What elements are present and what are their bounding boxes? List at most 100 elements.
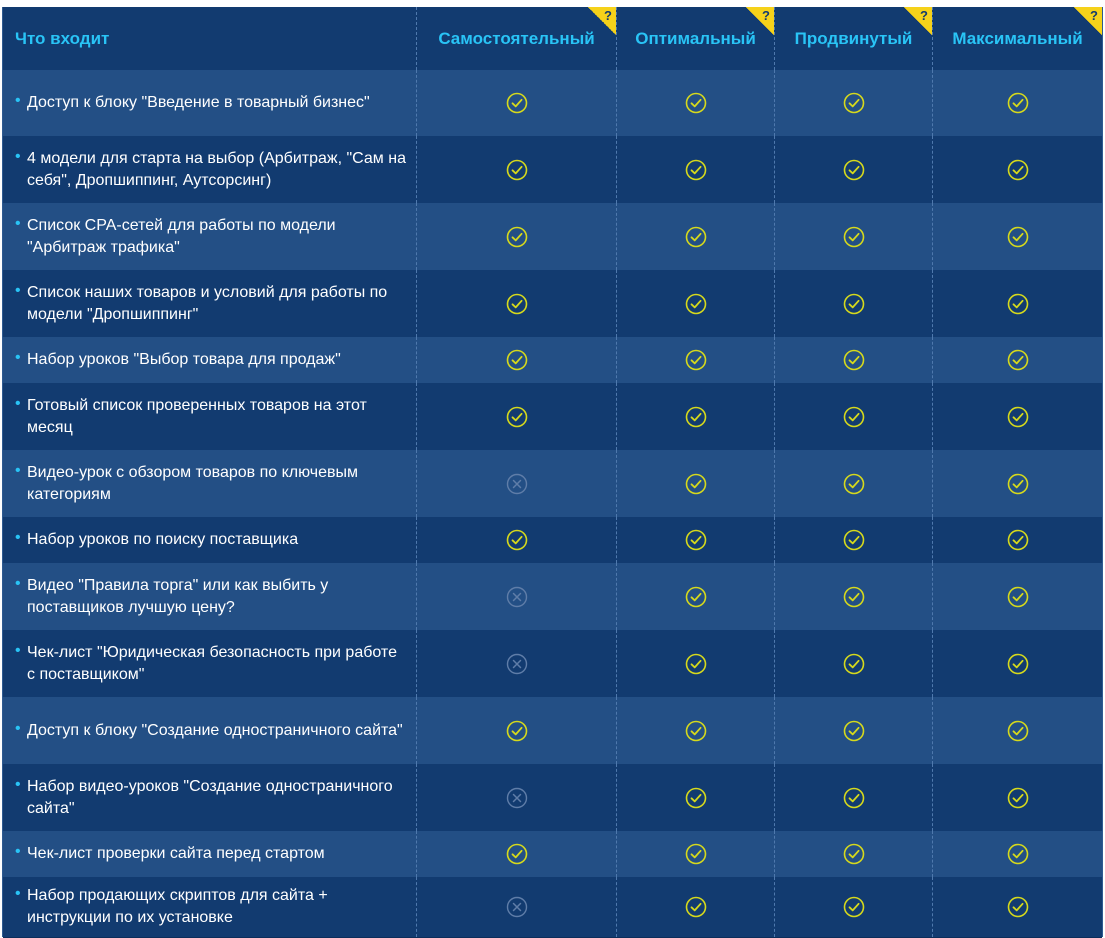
check-icon bbox=[843, 92, 865, 114]
feature-item: • 4 модели для старта на выбор (Арбитраж,… bbox=[15, 148, 416, 192]
check-icon bbox=[1007, 159, 1029, 181]
cross-icon bbox=[506, 787, 528, 809]
header-plan-1: Самостоятельный ? bbox=[417, 7, 617, 70]
plan-cell bbox=[617, 270, 775, 337]
plan-cell bbox=[933, 563, 1102, 630]
plan-cell bbox=[617, 697, 775, 764]
table-row: • Набор видео-уроков "Создание однострани… bbox=[3, 764, 1102, 832]
plan-cell bbox=[775, 831, 933, 877]
check-icon bbox=[843, 406, 865, 428]
check-icon bbox=[843, 586, 865, 608]
table-row: • Доступ к блоку "Создание одностраничног… bbox=[3, 697, 1102, 765]
feature-text: Доступ к блоку "Создание одностраничного… bbox=[27, 721, 403, 739]
check-icon bbox=[1007, 92, 1029, 114]
help-icon[interactable]: ? bbox=[588, 7, 616, 35]
plan-cell bbox=[933, 831, 1102, 877]
plan-cell bbox=[775, 563, 933, 630]
plan-cell bbox=[617, 877, 775, 937]
check-icon bbox=[506, 226, 528, 248]
plan-cell bbox=[417, 383, 617, 450]
feature-text: Набор уроков по поиску поставщика bbox=[27, 531, 299, 548]
feature-text: Видео-урок с обзором товаров по ключевым… bbox=[27, 463, 358, 503]
bullet-icon: • bbox=[15, 775, 21, 793]
feature-cell: • Список наших товаров и условий для рабо… bbox=[3, 270, 417, 337]
check-icon bbox=[843, 293, 865, 315]
check-icon bbox=[685, 653, 707, 675]
table-row: • Доступ к блоку "Введение в товарный биз… bbox=[3, 70, 1102, 137]
plan-cell bbox=[617, 337, 775, 383]
feature-item: • Набор уроков по поиску поставщика bbox=[15, 529, 308, 551]
bullet-icon: • bbox=[15, 147, 21, 165]
plan-cell bbox=[617, 203, 775, 270]
check-icon bbox=[685, 896, 707, 918]
feature-text: Готовый список проверенных товаров на эт… bbox=[27, 396, 367, 436]
feature-item: • Видео "Правила торга" или как выбить у … bbox=[15, 575, 416, 619]
table-header: Что входит Самостоятельный ? Оптимальный… bbox=[3, 7, 1102, 71]
check-icon bbox=[1007, 473, 1029, 495]
check-icon bbox=[843, 529, 865, 551]
check-icon bbox=[843, 843, 865, 865]
plan-cell bbox=[933, 877, 1102, 937]
feature-text: Набор уроков "Выбор товара для продаж" bbox=[27, 351, 341, 368]
check-icon bbox=[685, 787, 707, 809]
check-icon bbox=[506, 159, 528, 181]
plan-cell bbox=[775, 337, 933, 383]
table-row: • 4 модели для старта на выбор (Арбитраж,… bbox=[3, 136, 1102, 204]
plan-name: Самостоятельный bbox=[438, 28, 595, 48]
check-icon bbox=[685, 92, 707, 114]
feature-item: • Список CPA-сетей для работы по модели "… bbox=[15, 215, 416, 259]
table-row: • Список наших товаров и условий для рабо… bbox=[3, 270, 1102, 338]
plan-cell bbox=[417, 203, 617, 270]
feature-item: • Чек-лист "Юридическая безопасность при … bbox=[15, 642, 416, 686]
comparison-table: Что входит Самостоятельный ? Оптимальный… bbox=[2, 7, 1103, 938]
plan-cell bbox=[417, 697, 617, 764]
feature-cell: • 4 модели для старта на выбор (Арбитраж,… bbox=[3, 136, 417, 203]
check-icon bbox=[1007, 653, 1029, 675]
help-icon[interactable]: ? bbox=[904, 7, 932, 35]
plan-cell bbox=[617, 630, 775, 697]
bullet-icon: • bbox=[15, 719, 21, 737]
bullet-icon: • bbox=[15, 641, 21, 659]
table-row: • Набор уроков "Выбор товара для продаж" bbox=[3, 337, 1102, 384]
plan-cell bbox=[933, 517, 1102, 563]
bullet-icon: • bbox=[15, 394, 21, 412]
feature-text: Список CPA-сетей для работы по модели "А… bbox=[27, 216, 336, 256]
help-icon[interactable]: ? bbox=[1074, 7, 1102, 35]
check-icon bbox=[685, 720, 707, 742]
plan-cell bbox=[775, 697, 933, 764]
plan-cell bbox=[775, 136, 933, 203]
feature-text: Чек-лист "Юридическая безопасность при р… bbox=[27, 643, 397, 683]
bullet-icon: • bbox=[15, 461, 21, 479]
bullet-icon: • bbox=[15, 214, 21, 232]
feature-item: • Чек-лист проверки сайта перед стартом bbox=[15, 843, 335, 865]
plan-cell bbox=[933, 383, 1102, 450]
bullet-icon: • bbox=[15, 574, 21, 592]
check-icon bbox=[506, 293, 528, 315]
feature-text: Чек-лист проверки сайта перед стартом bbox=[27, 845, 325, 862]
plan-cell bbox=[933, 70, 1102, 136]
plan-cell bbox=[617, 517, 775, 563]
check-icon bbox=[685, 529, 707, 551]
plan-cell bbox=[417, 136, 617, 203]
check-icon bbox=[1007, 406, 1029, 428]
plan-cell bbox=[617, 136, 775, 203]
plan-cell bbox=[933, 450, 1102, 517]
feature-item: • Видео-урок с обзором товаров по ключевы… bbox=[15, 462, 416, 506]
feature-item: • Доступ к блоку "Создание одностраничног… bbox=[15, 720, 413, 742]
header-plan-4: Максимальный ? bbox=[933, 7, 1102, 70]
check-icon bbox=[685, 226, 707, 248]
table-row: • Набор уроков по поиску поставщика bbox=[3, 517, 1102, 564]
feature-cell: • Видео "Правила торга" или как выбить у … bbox=[3, 563, 417, 630]
check-icon bbox=[843, 349, 865, 371]
feature-text: Видео "Правила торга" или как выбить у п… bbox=[27, 576, 329, 616]
check-icon bbox=[506, 349, 528, 371]
feature-text: 4 модели для старта на выбор (Арбитраж, … bbox=[27, 149, 406, 189]
help-icon[interactable]: ? bbox=[746, 7, 774, 35]
table-row: • Видео-урок с обзором товаров по ключевы… bbox=[3, 450, 1102, 518]
check-icon bbox=[843, 896, 865, 918]
cross-icon bbox=[506, 653, 528, 675]
check-icon bbox=[685, 293, 707, 315]
plan-name: Оптимальный bbox=[635, 28, 756, 48]
feature-cell: • Чек-лист "Юридическая безопасность при … bbox=[3, 630, 417, 697]
plan-cell bbox=[617, 764, 775, 831]
